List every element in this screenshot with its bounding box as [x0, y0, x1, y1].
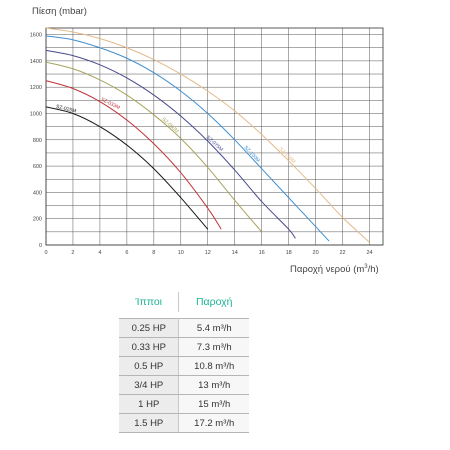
x-tick-label: 0 — [44, 250, 47, 256]
y-tick-label: 1200 — [30, 85, 42, 91]
x-axis-title-sup: 3 — [364, 264, 368, 270]
x-tick-label: 8 — [152, 250, 155, 256]
cell-power: 3/4 HP — [119, 375, 180, 395]
x-tick-label: 4 — [98, 250, 101, 256]
x-tick-label: 12 — [205, 250, 211, 256]
chart-series-group — [45, 27, 370, 243]
x-tick-label: 10 — [178, 250, 184, 256]
cell-flow: 13 m³/h — [178, 375, 249, 395]
chart-labels: 0 2 4 6 8 10 12 14 16 18 20 22 240200400600800100012… — [30, 33, 373, 256]
y-axis-title: Πίεση (mbar) — [32, 6, 87, 17]
cell-power: 0.33 HP — [119, 337, 180, 357]
cell-power: 0.5 HP — [119, 356, 180, 376]
table-row: 0.5 HP 10.8 m³/h — [119, 356, 249, 376]
series-line-sz-025m — [45, 106, 209, 230]
series-line-sz-100m — [45, 35, 330, 242]
y-tick-label: 0 — [39, 243, 42, 249]
table-row: 1.5 HP 17.2 m³/h — [119, 413, 249, 433]
table-row: 0.33 HP 7.3 m³/h — [119, 337, 249, 357]
pump-spec-table: Ίπποι Παροχή 0.25 HP 5.4 m³/h 0.33 HP 7.3 … — [119, 292, 249, 433]
series-label: SZ-050M — [160, 117, 179, 135]
x-tick-label: 20 — [313, 250, 319, 256]
x-axis-title-main: Παροχή νερού (m — [290, 264, 365, 276]
header-horsepower: Ίπποι — [119, 292, 180, 312]
cell-power: 1.5 HP — [119, 413, 180, 433]
x-tick-label: 24 — [366, 250, 372, 256]
series-line-sz-075m — [45, 49, 296, 239]
table-row: 3/4 HP 13 m³/h — [119, 375, 249, 395]
y-tick-label: 1000 — [30, 111, 42, 117]
series-label: SZ-100M — [242, 145, 260, 164]
series-label: SZ-025M — [55, 104, 76, 115]
y-tick-label: 1600 — [30, 33, 42, 39]
series-label: SZ-150M — [278, 146, 297, 165]
x-axis-title: Παροχή νερού (m3/h) — [290, 264, 379, 275]
cell-power: 0.25 HP — [119, 318, 180, 338]
y-tick-label: 200 — [33, 217, 42, 223]
cell-flow: 17.2 m³/h — [178, 413, 249, 433]
x-tick-label: 18 — [286, 250, 292, 256]
cell-flow: 7.3 m³/h — [178, 337, 249, 357]
y-tick-label: 600 — [33, 164, 42, 170]
x-tick-label: 22 — [339, 250, 345, 256]
pump-curve-chart: 0 2 4 6 8 10 12 14 16 18 20 22 240200400600800100012… — [30, 27, 384, 256]
table-header-row: Ίπποι Παροχή — [119, 292, 249, 312]
series-line-sz-033m — [45, 80, 222, 230]
table-row: 1 HP 15 m³/h — [119, 394, 249, 414]
chart-grid — [45, 28, 383, 246]
header-flow: Παροχή — [195, 296, 233, 308]
y-tick-label: 800 — [33, 138, 42, 144]
cell-power: 1 HP — [119, 394, 180, 414]
chart-axes — [45, 27, 384, 246]
table-row: 0.25 HP 5.4 m³/h — [119, 318, 249, 338]
y-tick-label: 1400 — [30, 59, 42, 65]
x-tick-label: 14 — [232, 250, 238, 256]
series-line-sz-150m — [45, 27, 370, 243]
x-tick-label: 2 — [71, 250, 74, 256]
cell-flow: 10.8 m³/h — [178, 356, 249, 376]
cell-flow: 5.4 m³/h — [178, 318, 249, 338]
series-line-sz-050m — [45, 61, 263, 233]
x-tick-label: 16 — [259, 250, 265, 256]
y-tick-label: 400 — [33, 190, 42, 196]
x-tick-label: 6 — [125, 250, 128, 256]
cell-flow: 15 m³/h — [178, 394, 249, 414]
plot-frame — [45, 27, 384, 246]
x-axis-title-end: /h) — [367, 264, 379, 276]
